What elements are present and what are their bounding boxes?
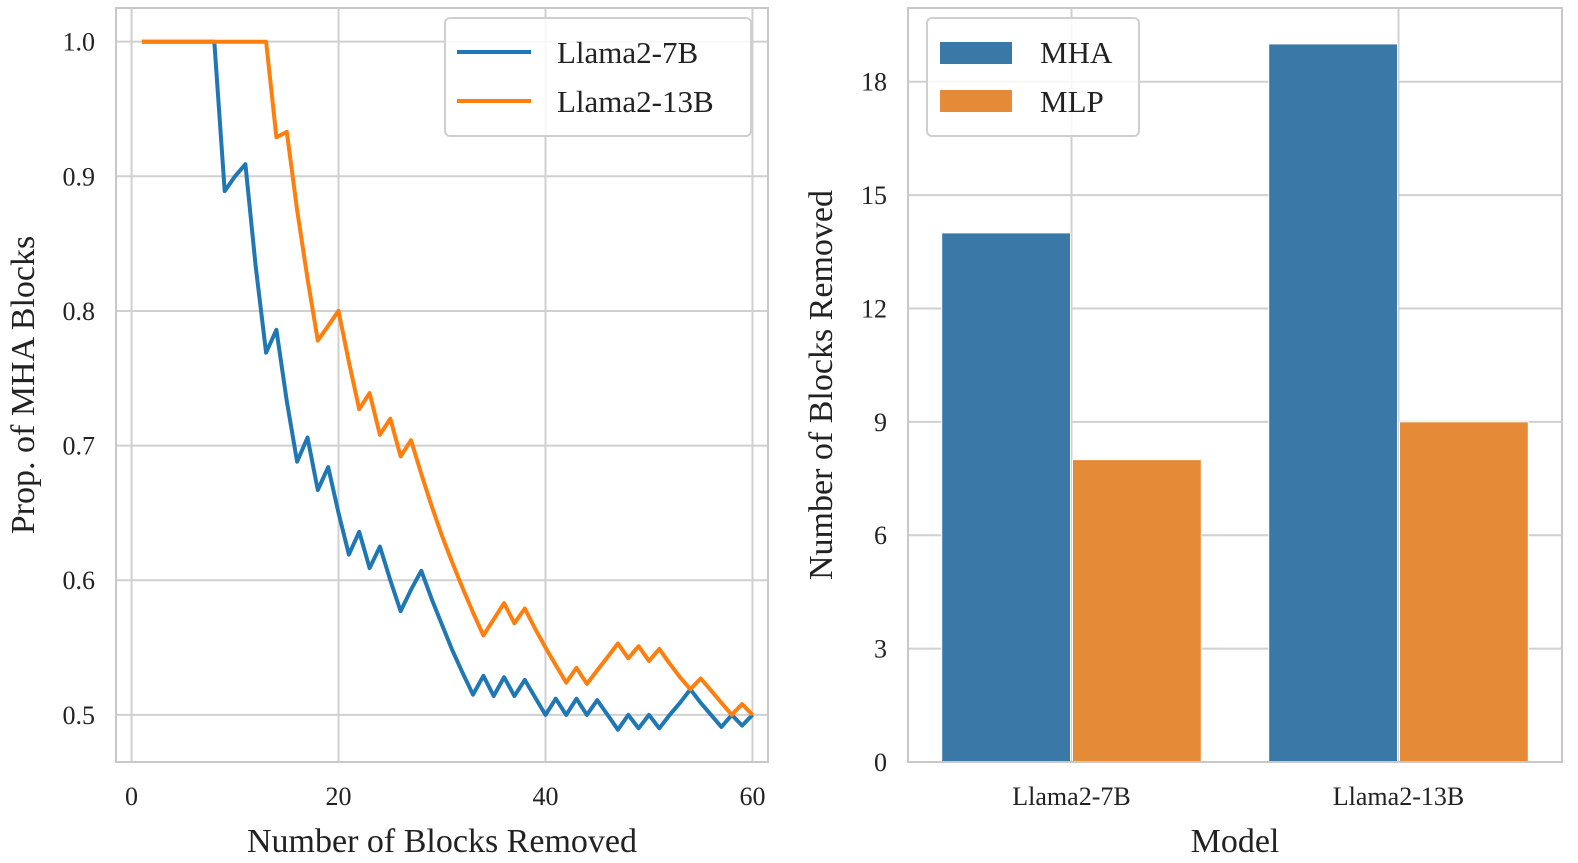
bar-chart-y-tick-0: 0	[874, 748, 887, 777]
line-chart-y-tick-0-6: 0.6	[63, 566, 96, 595]
legend-label-llama2-7b: Llama2-7B	[557, 35, 698, 70]
legend-swatch-mlp	[940, 90, 1012, 112]
bar-chart-y-tick-labels: 0 3 6 9 12 15 18	[861, 68, 887, 777]
line-chart-y-gridlines	[116, 40, 768, 716]
bar-mlp-llama2-7b	[1072, 459, 1202, 763]
bar-mha-llama2-13b	[1268, 43, 1398, 763]
bar-chart-x-tick-llama2-7b: Llama2-7B	[1012, 782, 1130, 811]
bar-chart-panel: Llama2-7B Llama2-13B 0 3 6 9 12 15 18 Model Num…	[803, 7, 1563, 860]
line-chart-y-tick-0-9: 0.9	[63, 162, 96, 191]
bar-chart-bars	[941, 43, 1529, 763]
bar-chart-y-tick-12: 12	[861, 294, 887, 323]
line-chart-x-tick-0: 0	[125, 782, 138, 811]
bar-chart-x-axis-label: Model	[1191, 823, 1280, 860]
line-chart-legend: Llama2-7B Llama2-13B	[444, 17, 752, 137]
bar-mha-llama2-7b	[941, 232, 1072, 763]
line-chart-x-tick-40: 40	[532, 782, 558, 811]
bar-chart-x-tick-labels: Llama2-7B Llama2-13B	[1012, 782, 1464, 811]
bar-chart-x-tick-llama2-13b: Llama2-13B	[1333, 782, 1464, 811]
line-chart-y-tick-1-0: 1.0	[63, 28, 96, 57]
line-chart-panel: 0 20 40 60 0.5 0.6 0.7 0.8 0.9 1.0 Number of Blo…	[5, 7, 769, 860]
line-chart-y-tick-0-5: 0.5	[63, 701, 96, 730]
legend-label-mha: MHA	[1040, 35, 1113, 70]
line-chart-y-tick-labels: 0.5 0.6 0.7 0.8 0.9 1.0	[63, 28, 96, 730]
line-chart-legend-box	[444, 17, 752, 137]
bar-chart-frame	[907, 7, 1563, 763]
line-chart-y-axis-label: Prop. of MHA Blocks	[5, 236, 42, 534]
line-chart-x-tick-labels: 0 20 40 60	[125, 782, 765, 811]
bar-chart-y-tick-15: 15	[861, 181, 887, 210]
bar-chart-legend: MHA MLP	[926, 17, 1140, 137]
bar-chart-y-tick-6: 6	[874, 521, 887, 550]
series-line-llama2-7b	[141, 39, 754, 732]
line-chart-y-tick-0-8: 0.8	[63, 297, 96, 326]
legend-swatch-mha	[940, 42, 1012, 64]
line-chart-frame	[115, 7, 769, 763]
bar-chart-y-tick-9: 9	[874, 408, 887, 437]
bar-chart-y-axis-label: Number of Blocks Removed	[803, 190, 840, 580]
line-chart-series	[141, 39, 754, 732]
line-chart-x-tick-60: 60	[739, 782, 765, 811]
legend-label-mlp: MLP	[1040, 84, 1104, 119]
bar-chart-y-tick-18: 18	[861, 68, 887, 97]
legend-label-llama2-13b: Llama2-13B	[557, 84, 714, 119]
bar-chart-y-tick-3: 3	[874, 635, 887, 664]
bar-mlp-llama2-13b	[1399, 421, 1529, 763]
line-chart-y-tick-0-7: 0.7	[63, 432, 96, 461]
line-chart-x-tick-20: 20	[326, 782, 352, 811]
series-line-llama2-13b	[141, 39, 754, 717]
line-chart-x-axis-label: Number of Blocks Removed	[247, 823, 637, 860]
